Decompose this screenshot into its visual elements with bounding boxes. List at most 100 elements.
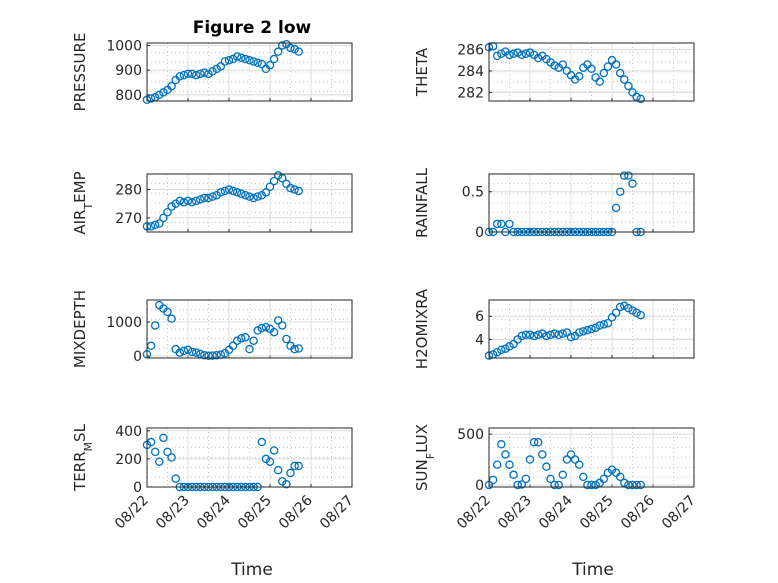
data-point bbox=[624, 303, 633, 313]
x-axis-label-right: Time bbox=[571, 560, 614, 580]
data-point bbox=[204, 69, 213, 79]
data-point bbox=[550, 61, 559, 70]
plot-area bbox=[147, 428, 352, 487]
data-point bbox=[187, 69, 197, 79]
data-point bbox=[624, 81, 633, 91]
y-tick-label: 900 bbox=[115, 63, 142, 79]
data-point bbox=[620, 171, 629, 180]
y-tick-label: 4 bbox=[475, 332, 484, 348]
data-point bbox=[232, 336, 242, 345]
data-point bbox=[620, 301, 629, 311]
data-point bbox=[538, 329, 547, 338]
y-tick-label: 284 bbox=[457, 64, 484, 80]
data-point bbox=[278, 173, 287, 183]
axes-box bbox=[146, 427, 353, 488]
data-point bbox=[183, 345, 193, 355]
data-point bbox=[566, 450, 576, 459]
data-point bbox=[208, 67, 217, 76]
data-point bbox=[492, 460, 502, 469]
data-point bbox=[282, 479, 291, 489]
axes-box bbox=[146, 42, 353, 102]
axes-box bbox=[488, 42, 695, 102]
data-point bbox=[492, 347, 502, 357]
data-point bbox=[562, 455, 572, 464]
y-axis-label: MIXDEPTH bbox=[71, 290, 89, 368]
data-point bbox=[245, 344, 254, 354]
data-point bbox=[583, 325, 592, 335]
y-axis-label: PRESSURE bbox=[71, 33, 89, 112]
data-point bbox=[497, 345, 506, 355]
y-tick-label: 286 bbox=[457, 42, 484, 58]
data-point bbox=[204, 351, 213, 361]
data-point bbox=[290, 44, 299, 54]
data-point bbox=[525, 48, 535, 57]
data-point bbox=[521, 474, 531, 484]
data-point bbox=[237, 189, 246, 199]
data-point bbox=[241, 333, 250, 342]
data-point bbox=[265, 457, 275, 466]
data-point bbox=[249, 336, 258, 345]
data-point bbox=[228, 54, 238, 64]
data-point bbox=[632, 308, 641, 318]
data-point bbox=[257, 323, 267, 333]
data-point bbox=[509, 49, 518, 58]
data-point bbox=[290, 461, 299, 471]
data-point bbox=[290, 344, 299, 354]
y-tick-label: 200 bbox=[115, 452, 142, 468]
data-point bbox=[570, 455, 580, 464]
data-point bbox=[208, 351, 217, 360]
data-point bbox=[574, 460, 584, 469]
data-point bbox=[261, 188, 271, 197]
data-point bbox=[228, 341, 238, 351]
data-point bbox=[513, 480, 522, 490]
data-point bbox=[599, 320, 609, 329]
data-point bbox=[574, 72, 584, 81]
figure-title: Figure 2 low bbox=[193, 18, 312, 38]
data-point bbox=[636, 480, 645, 490]
data-point bbox=[155, 219, 164, 228]
data-point bbox=[611, 60, 621, 69]
data-point bbox=[187, 347, 197, 357]
subplot-pressure: 800 900 1000 PRESSURE bbox=[71, 33, 353, 112]
subplot-rainfall: 0 0.5 RAINFALL bbox=[413, 167, 695, 241]
data-point bbox=[587, 480, 596, 490]
data-point bbox=[636, 94, 645, 104]
data-point bbox=[216, 188, 226, 197]
data-point bbox=[269, 176, 279, 186]
data-point bbox=[200, 68, 209, 77]
data-point bbox=[265, 60, 275, 70]
y-tick-label: 1000 bbox=[106, 315, 142, 331]
y-tick-label: 800 bbox=[115, 88, 142, 104]
data-point bbox=[628, 480, 637, 490]
y-tick-label: 0.5 bbox=[462, 185, 484, 201]
data-point bbox=[232, 52, 242, 61]
data-point bbox=[558, 60, 568, 69]
data-point bbox=[167, 314, 176, 323]
data-point bbox=[208, 192, 217, 201]
data-point bbox=[294, 344, 303, 353]
data-point bbox=[290, 185, 299, 194]
data-point bbox=[163, 307, 172, 317]
axes-box bbox=[488, 299, 695, 359]
data-point bbox=[273, 316, 283, 325]
y-tick-label: 0 bbox=[475, 225, 484, 241]
data-point bbox=[615, 187, 625, 196]
data-point bbox=[525, 330, 535, 340]
y-tick-label: 6 bbox=[475, 309, 484, 325]
data-point bbox=[163, 207, 172, 217]
data-point bbox=[529, 437, 539, 447]
data-point bbox=[587, 64, 596, 74]
data-point bbox=[175, 348, 185, 357]
data-point bbox=[191, 196, 201, 206]
data-point bbox=[265, 182, 275, 191]
data-point bbox=[492, 51, 502, 61]
data-point bbox=[587, 324, 596, 334]
y-tick-label: 0 bbox=[133, 480, 142, 496]
data-point bbox=[159, 213, 168, 223]
data-point bbox=[579, 327, 588, 336]
data-point bbox=[261, 322, 271, 332]
data-point bbox=[245, 56, 254, 65]
data-point bbox=[595, 321, 604, 330]
data-point bbox=[286, 468, 295, 478]
